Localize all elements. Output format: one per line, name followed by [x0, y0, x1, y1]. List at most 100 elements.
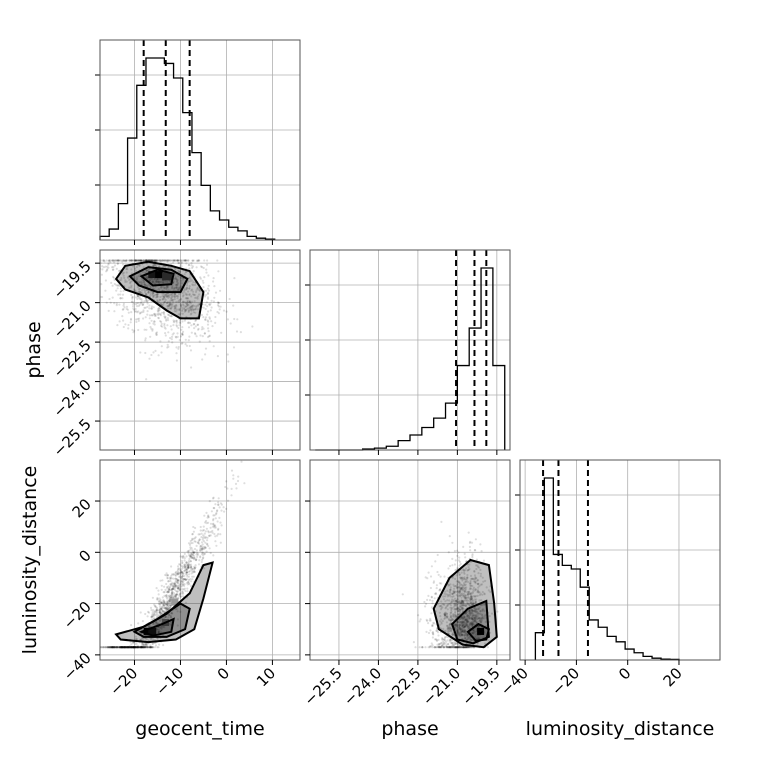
sample-point — [458, 624, 461, 627]
sample-point — [128, 259, 131, 262]
sample-point — [149, 259, 152, 262]
sample-point — [484, 613, 487, 617]
sample-point — [161, 601, 164, 604]
sample-point — [465, 613, 468, 616]
sample-point — [174, 259, 177, 262]
sample-point — [115, 267, 118, 270]
sample-point — [477, 637, 480, 640]
sample-point — [219, 502, 222, 505]
sample-point — [465, 646, 468, 649]
sample-point — [465, 621, 468, 625]
sample-point — [476, 594, 479, 597]
sample-point — [112, 275, 115, 278]
sample-point — [189, 306, 192, 309]
sample-point — [466, 634, 469, 637]
sample-point — [230, 494, 233, 497]
sample-point — [458, 644, 461, 647]
sample-point — [181, 326, 184, 329]
sample-point — [462, 592, 465, 595]
sample-point — [459, 562, 462, 566]
sample-point — [190, 585, 193, 588]
sample-point — [174, 307, 177, 310]
sample-point — [456, 607, 460, 610]
sample-point — [144, 284, 148, 287]
sample-point — [152, 351, 155, 354]
sample-point — [196, 552, 199, 555]
sample-point — [183, 310, 186, 313]
sample-point — [205, 271, 208, 274]
sample-point — [129, 646, 132, 649]
sample-point — [461, 576, 464, 580]
sample-point — [445, 621, 448, 624]
sample-point — [132, 646, 135, 649]
sample-point — [207, 310, 210, 313]
sample-point — [460, 571, 463, 574]
sample-point — [187, 560, 190, 563]
sample-point — [129, 646, 132, 649]
sample-point — [445, 646, 448, 649]
sample-point — [209, 522, 213, 525]
sample-point — [135, 302, 138, 305]
sample-point — [214, 503, 217, 506]
sample-point — [468, 625, 471, 628]
sample-point — [168, 588, 171, 591]
sample-point — [478, 617, 481, 620]
sample-point — [156, 630, 159, 633]
sample-point — [465, 618, 468, 622]
sample-point — [430, 645, 433, 648]
sample-point — [463, 630, 466, 633]
sample-point — [153, 323, 156, 326]
sample-point — [444, 607, 447, 610]
sample-point — [115, 646, 118, 649]
sample-point — [179, 591, 182, 594]
sample-point — [134, 646, 137, 649]
sample-point — [171, 293, 174, 296]
sample-point — [166, 608, 169, 611]
sample-point — [136, 297, 139, 301]
sample-point — [460, 621, 463, 624]
sample-point — [144, 306, 147, 309]
histogram-step — [99, 57, 276, 240]
sample-point — [176, 578, 179, 581]
sample-point — [473, 620, 476, 623]
sample-point — [150, 353, 153, 357]
sample-point — [147, 646, 150, 649]
sample-point — [177, 582, 180, 585]
sample-point — [193, 565, 196, 569]
sample-point — [158, 307, 161, 310]
sample-point — [457, 586, 460, 589]
sample-point — [185, 578, 188, 582]
sample-point — [163, 591, 166, 594]
sample-point — [166, 574, 169, 577]
sample-point — [460, 607, 463, 610]
sample-point — [169, 336, 172, 340]
sample-point — [457, 580, 460, 584]
sample-point — [209, 551, 212, 555]
sample-point — [462, 599, 465, 603]
sample-point — [102, 259, 105, 262]
sample-point — [217, 312, 220, 315]
sample-point — [154, 293, 157, 296]
sample-point — [460, 593, 463, 596]
sample-point — [131, 300, 134, 303]
sample-point — [483, 603, 486, 606]
sample-point — [186, 563, 189, 566]
sample-point — [133, 646, 136, 649]
sample-point — [193, 551, 196, 554]
sample-point — [134, 307, 137, 311]
sample-point — [212, 300, 215, 303]
sample-point — [162, 281, 165, 284]
sample-point — [428, 619, 431, 622]
sample-point — [183, 301, 186, 304]
sample-point — [181, 333, 184, 336]
sample-point — [171, 586, 175, 589]
sample-point — [173, 582, 176, 585]
sample-point — [138, 295, 141, 298]
sample-point — [129, 318, 133, 321]
sample-point — [474, 635, 477, 639]
sample-point — [152, 322, 155, 325]
sample-point — [436, 553, 439, 557]
sample-point — [129, 646, 133, 649]
sample-point — [177, 300, 180, 303]
sample-point — [447, 584, 450, 587]
